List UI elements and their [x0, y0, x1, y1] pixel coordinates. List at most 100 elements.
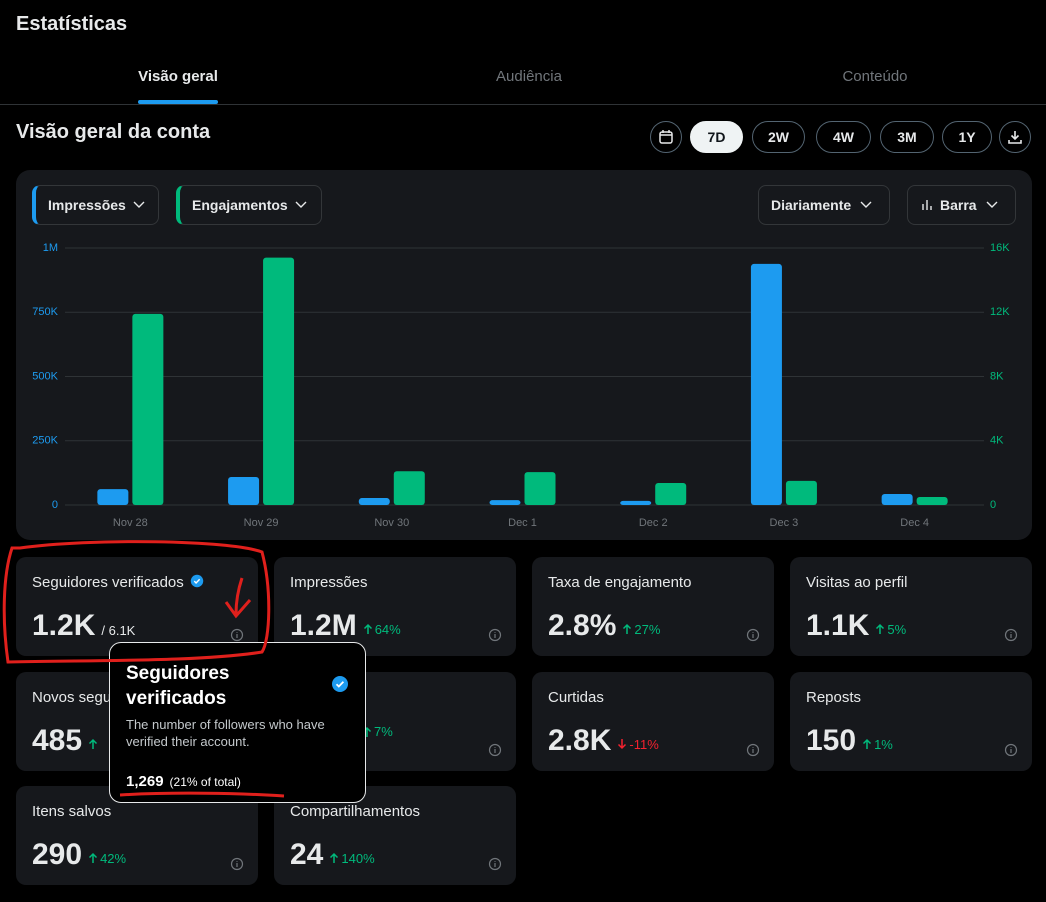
download-icon: [1008, 131, 1022, 144]
bar: [97, 489, 129, 505]
card-change: 5%: [875, 622, 906, 637]
y-tick-label: 0: [52, 499, 58, 511]
card-label: Seguidores verificados: [32, 574, 204, 591]
info-icon[interactable]: [488, 628, 502, 642]
card-change: 42%: [88, 851, 126, 866]
x-tick-label: Dec 4: [900, 517, 929, 529]
bar: [916, 496, 948, 505]
card-row: 2.8K -11%: [548, 724, 659, 758]
stat-card: Reposts 150 1%: [790, 672, 1032, 771]
bar: [655, 482, 687, 505]
download-button[interactable]: [999, 121, 1031, 153]
card-label: Reposts: [806, 689, 862, 706]
series-dropdown[interactable]: Impressões: [32, 185, 159, 225]
tab-indicator: [138, 100, 218, 104]
card-value: 24: [290, 838, 324, 871]
stat-card: Curtidas 2.8K -11%: [532, 672, 774, 771]
arrow-up: [89, 738, 98, 749]
card-label: Itens salvos: [32, 803, 112, 820]
range-button[interactable]: 1Y: [942, 121, 992, 153]
bar: [228, 476, 260, 505]
info-icon[interactable]: [1004, 628, 1018, 642]
chevron: [295, 201, 307, 208]
info-icon[interactable]: [488, 857, 502, 871]
change-value: -11%: [629, 736, 659, 752]
bar: [393, 471, 425, 505]
interval-dropdown[interactable]: Diariamente: [758, 185, 890, 225]
card-label: Curtidas: [548, 689, 604, 706]
x-tick-label: Nov 29: [244, 517, 279, 529]
bar-icon: [922, 200, 932, 210]
view-dropdown[interactable]: Barra: [907, 185, 1016, 225]
card-value: 1.2K: [32, 609, 96, 642]
change-value: 42%: [100, 850, 127, 866]
card-change: 7%: [362, 724, 393, 739]
card-value: 2.8K: [548, 724, 612, 757]
stat-card: Impressões 1.2M 64%: [274, 557, 516, 656]
card-change: -11%: [617, 736, 659, 752]
info-icon[interactable]: [230, 857, 244, 871]
card-change: 140%: [329, 851, 375, 866]
bar: [132, 313, 164, 505]
range-button[interactable]: 4W: [816, 121, 871, 153]
y-tick-label: 1M: [43, 242, 58, 254]
x-tick-label: Dec 1: [508, 517, 537, 529]
chart-panel: [16, 170, 1032, 540]
divider: [0, 104, 1046, 105]
card-value: 290: [32, 838, 83, 871]
bar: [524, 472, 556, 505]
card-row: 24 140%: [290, 838, 375, 872]
chart: 0 250K 500K 750K 1M 0 4K 8K 12K 16K Nov 28 Nov 29 No…: [32, 242, 1010, 529]
page-title: Estatísticas: [16, 13, 128, 35]
range-button[interactable]: 7D: [690, 121, 743, 153]
card-row: 485: [32, 724, 98, 758]
tab[interactable]: Visão geral: [138, 68, 218, 85]
x-tick-label: Dec 2: [639, 517, 668, 529]
arrow-down: [618, 739, 627, 750]
info-icon[interactable]: [746, 628, 760, 642]
x-tick-label: Dec 3: [770, 517, 799, 529]
y2-tick-label: 12K: [990, 306, 1010, 318]
card-row: 7%: [290, 724, 393, 739]
range-button[interactable]: 2W: [752, 121, 805, 153]
arrow-up: [330, 852, 339, 863]
calendar-button[interactable]: [650, 121, 682, 153]
y2-tick-label: 16K: [990, 242, 1010, 254]
y-tick-label: 250K: [32, 435, 58, 447]
series-dropdown[interactable]: Engajamentos: [176, 185, 322, 225]
y-tick-label: 750K: [32, 306, 58, 318]
card-change: 64%: [363, 622, 401, 637]
arrow-up: [863, 738, 872, 749]
info-icon[interactable]: [1004, 743, 1018, 757]
bar: [263, 257, 295, 505]
bar: [881, 493, 913, 505]
card-value: 2.8%: [548, 609, 617, 642]
arrow-up: [89, 852, 98, 863]
card-row: 1.2M 64%: [290, 609, 401, 643]
card-label: Taxa de engajamento: [548, 574, 692, 591]
tab[interactable]: Audiência: [496, 68, 562, 85]
info-icon[interactable]: [230, 628, 244, 642]
info-icon[interactable]: [746, 743, 760, 757]
change-value: 27%: [634, 621, 661, 637]
chevron: [986, 201, 998, 208]
range-button[interactable]: 3M: [880, 121, 934, 153]
x-tick-label: Nov 30: [374, 517, 409, 529]
verified-badge: [190, 574, 203, 588]
card-row: 2.8% 27%: [548, 609, 660, 643]
arrow-up: [363, 623, 372, 634]
change-value: 1%: [874, 736, 893, 752]
stat-card: Taxa de engajamento 2.8% 27%: [532, 557, 774, 656]
y2-tick-label: 4K: [990, 435, 1004, 447]
info-icon[interactable]: [488, 743, 502, 757]
card-change: 27%: [622, 622, 660, 637]
bar: [358, 498, 390, 505]
bar: [785, 480, 817, 505]
calendar-icon: [659, 130, 673, 144]
card-change: [88, 738, 98, 750]
tab[interactable]: Conteúdo: [842, 68, 908, 85]
bar: [750, 263, 782, 505]
tooltip-stat: 1,269 (21% of total): [126, 773, 241, 790]
card-secondary: / 6.1K: [101, 623, 136, 638]
